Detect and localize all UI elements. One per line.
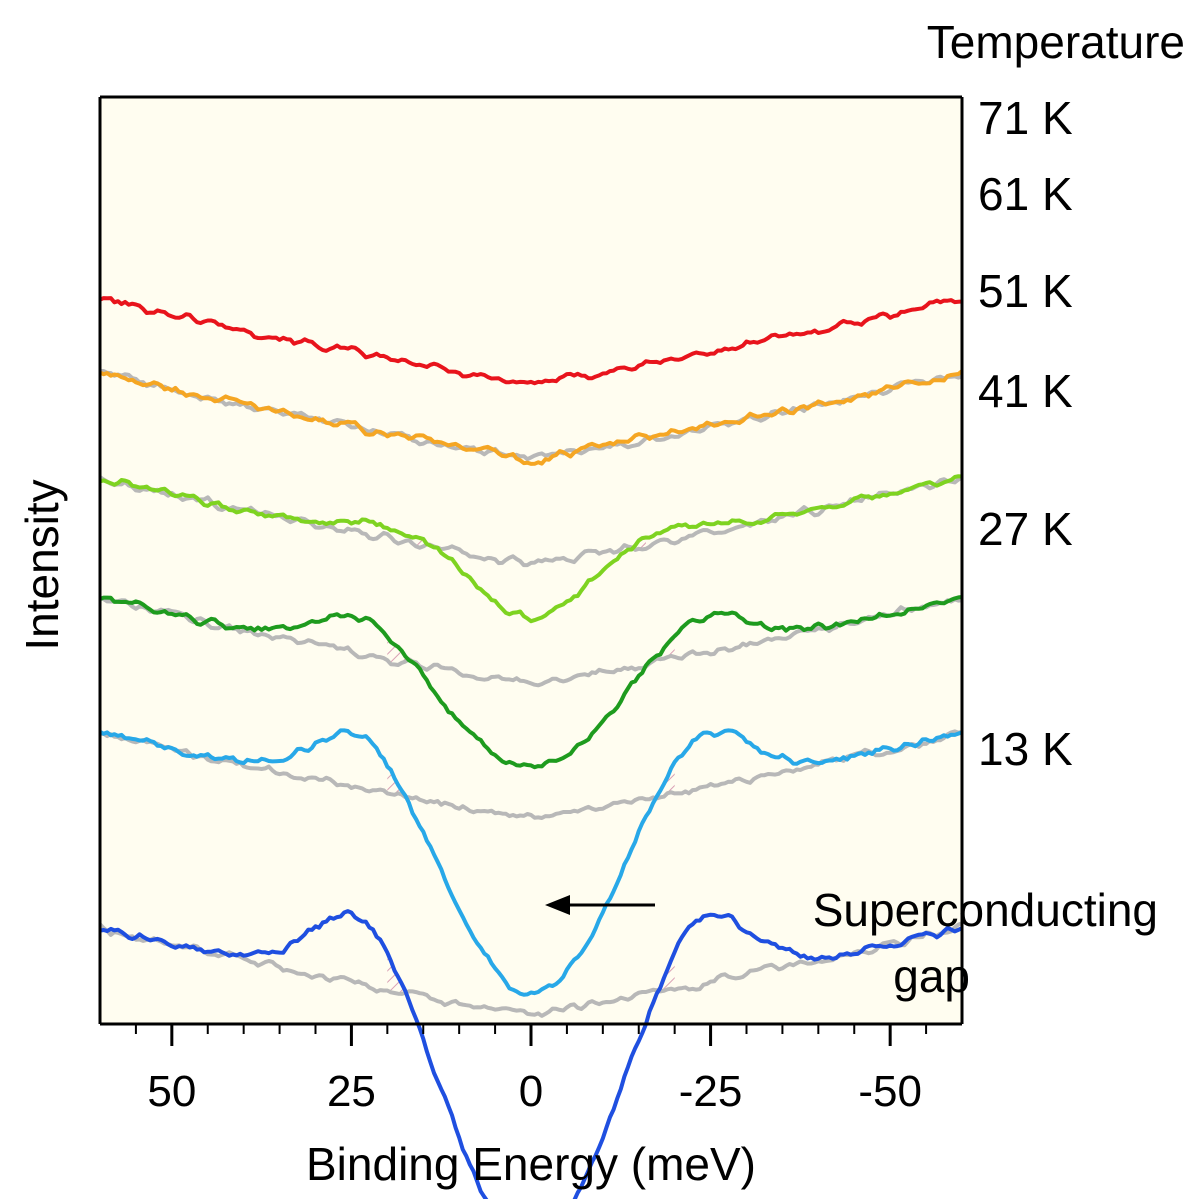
annotation-label-line2: gap	[893, 950, 970, 1002]
series-line	[99, 595, 963, 770]
temp-label: 51 K	[978, 265, 1073, 317]
series-line	[99, 909, 963, 1199]
temperature-labels: 71 K 61 K 51 K 41 K 27 K 13 K	[978, 92, 1073, 775]
x-tick-label: -50	[858, 1067, 922, 1116]
x-tick-label: 0	[519, 1067, 543, 1116]
temp-label: 41 K	[978, 365, 1073, 417]
annotation-label-line1: Superconducting	[813, 884, 1158, 936]
x-tick-label: 25	[327, 1067, 376, 1116]
plot-background	[100, 97, 962, 1024]
temp-label: 61 K	[978, 168, 1073, 220]
temp-label: 27 K	[978, 503, 1073, 555]
y-axis-title: Intensity	[16, 479, 68, 650]
x-tick-label: -25	[679, 1067, 743, 1116]
series-line	[99, 369, 964, 466]
reference-line	[98, 921, 963, 1018]
temp-label: 13 K	[978, 723, 1073, 775]
series-line	[99, 728, 963, 997]
temp-label: 71 K	[978, 92, 1073, 144]
series-line	[99, 474, 963, 624]
series-line	[99, 296, 963, 386]
x-tick-label: 50	[147, 1067, 196, 1116]
gap-annotation: Superconducting gap	[545, 884, 1158, 1002]
reference-line	[99, 596, 963, 688]
x-axis-title: Binding Energy (meV)	[306, 1138, 756, 1190]
annotation-arrow-head	[545, 895, 570, 915]
legend-title: Temperature	[927, 16, 1185, 68]
